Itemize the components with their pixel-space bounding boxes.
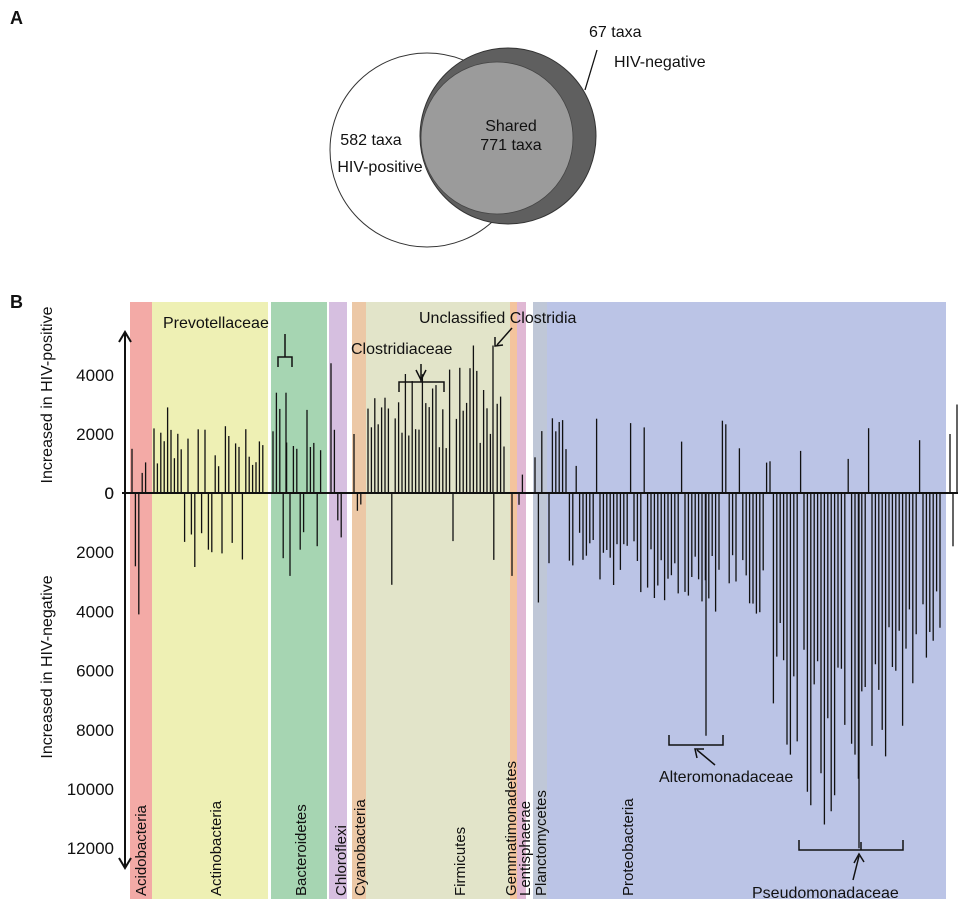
- clostridiaceae-label: Clostridiaceae: [351, 341, 452, 358]
- y-label-bottom: Increased in HIV-negative: [39, 575, 56, 758]
- phylum-label-firmicutes: Firmicutes: [452, 827, 469, 896]
- annotation-pseudomonadaceae: Pseudomonadaceae: [752, 840, 904, 902]
- hiv-negative-pointer: [584, 49, 598, 91]
- alteromonadaceae-arrowhead: [694, 748, 704, 759]
- alteromonadaceae-label: Alteromonadaceae: [659, 769, 793, 786]
- band-bacteroidetes: [271, 302, 327, 899]
- tick-bottom-10000: 10000: [67, 780, 114, 799]
- bar-series: [131, 345, 958, 849]
- tick-bottom-12000: 12000: [67, 839, 114, 858]
- band-proteobacteria: [547, 302, 946, 899]
- unclassified-clostridia-label: Unclassified Clostridia: [419, 310, 576, 327]
- y-axis-up-arrow: [118, 330, 132, 343]
- band-acidobacteria: [130, 302, 152, 899]
- band-lentisphaerae: [517, 302, 526, 899]
- y-axis: [118, 330, 132, 870]
- tick-bottom-6000: 6000: [76, 662, 114, 681]
- band-gemmatimonadetes: [510, 302, 517, 899]
- y-label-top: Increased in HIV-positive: [39, 306, 56, 483]
- clostridiaceae-arrowhead: [415, 369, 427, 382]
- alteromonadaceae-pointer: [696, 749, 716, 766]
- phylum-label-lentisphaerae: Lentisphaerae: [517, 801, 534, 896]
- band-planctomycetes: [533, 302, 547, 899]
- prevotellaceae-label: Prevotellaceae: [163, 315, 269, 332]
- tick-bottom-2000: 2000: [76, 543, 114, 562]
- tick-top-0: 0: [105, 484, 114, 503]
- phylum-label-cyanobacteria: Cyanobacteria: [352, 799, 369, 896]
- alteromonadaceae-bracket: [668, 735, 724, 746]
- pseudomonadaceae-label: Pseudomonadaceae: [752, 885, 899, 902]
- tick-bottom-0: 0: [105, 484, 114, 503]
- shared-count: 771 taxa: [480, 137, 541, 154]
- phylum-label-bacteroidetes: Bacteroidetes: [293, 804, 310, 896]
- tick-top-4000: 4000: [76, 366, 114, 385]
- unclassified-clostridia-pointer: [496, 327, 513, 346]
- hiv-positive-label: HIV-positive: [337, 159, 422, 176]
- pseudomonadaceae-bracket: [798, 840, 904, 851]
- band-actinobacteria: [152, 302, 268, 899]
- y-axis-down-arrow: [118, 857, 132, 870]
- panel-b-letter: B: [10, 292, 23, 312]
- annotation-prevotellaceae: Prevotellaceae: [163, 315, 293, 367]
- prevotellaceae-bracket: [277, 334, 293, 367]
- venn-diagram: 582 taxa HIV-positive Shared 771 taxa 67…: [329, 24, 706, 248]
- band-chloroflexi: [329, 302, 347, 899]
- phylum-label-acidobacteria: Acidobacteria: [133, 804, 150, 896]
- band-cyanobacteria: [352, 302, 366, 899]
- hiv-positive-count: 582 taxa: [340, 132, 401, 149]
- tick-bottom-8000: 8000: [76, 721, 114, 740]
- pseudomonadaceae-arrowhead: [853, 852, 865, 864]
- hiv-negative-label: HIV-negative: [614, 54, 706, 71]
- pseudomonadaceae-pointer: [852, 855, 860, 881]
- phylum-label-chloroflexi: Chloroflexi: [333, 825, 350, 896]
- hiv-negative-count: 67 taxa: [589, 24, 642, 41]
- phylum-bands: [130, 302, 946, 899]
- unclassified-clostridia-arrowhead: [494, 337, 504, 347]
- phylum-labels: Acidobacteria Actinobacteria Bacteroidetes…: [133, 761, 637, 896]
- phylum-label-proteobacteria: Proteobacteria: [620, 798, 637, 896]
- annotation-alteromonadaceae: Alteromonadaceae: [659, 735, 793, 786]
- annotation-unclassified-clostridia: Unclassified Clostridia: [419, 310, 576, 347]
- band-firmicutes: [366, 302, 510, 899]
- shared-label: Shared: [485, 118, 537, 135]
- venn-shared-region: [420, 61, 574, 215]
- phylum-label-gemmatimonadetes: Gemmatimonadetes: [503, 761, 520, 896]
- tick-bottom-4000: 4000: [76, 602, 114, 621]
- tick-top-2000: 2000: [76, 425, 114, 444]
- phylum-label-actinobacteria: Actinobacteria: [208, 800, 225, 896]
- panel-a-letter: A: [10, 8, 23, 28]
- annotation-clostridiaceae: Clostridiaceae: [351, 341, 452, 392]
- phylum-label-planctomycetes: Planctomycetes: [533, 790, 550, 896]
